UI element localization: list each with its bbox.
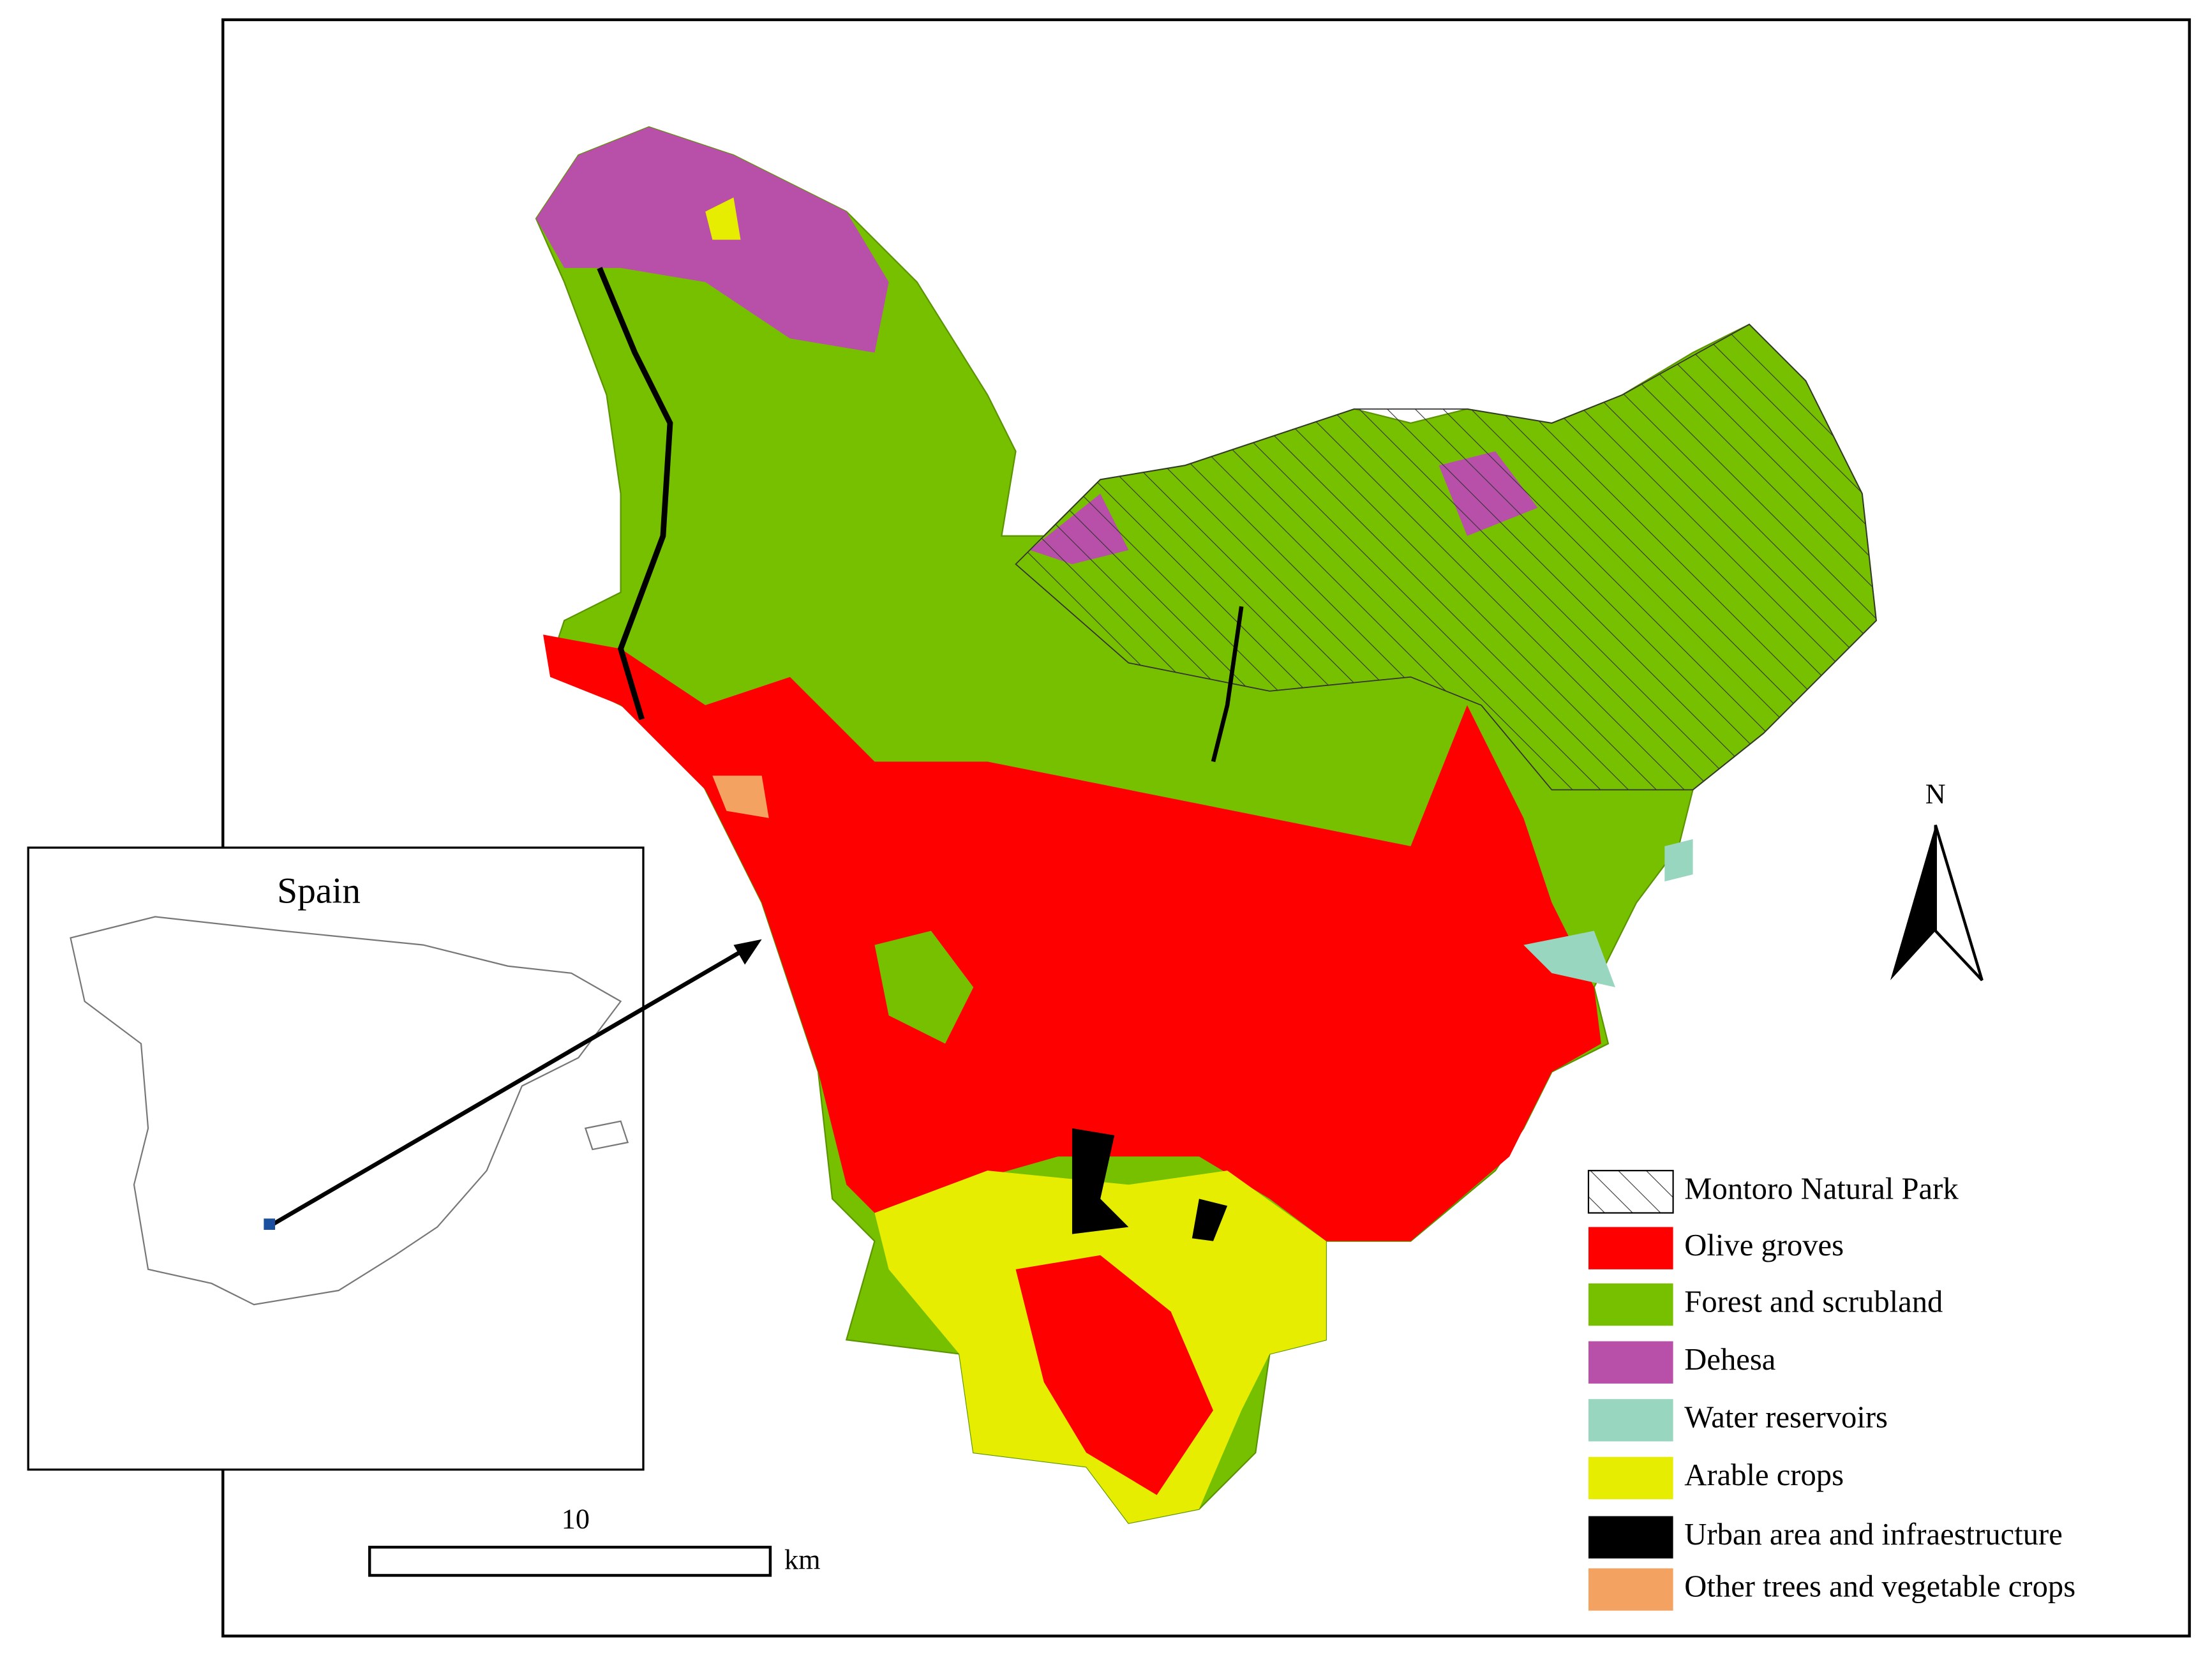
inset-title: Spain — [277, 871, 361, 911]
forest-area — [874, 931, 974, 1044]
water-area — [1523, 931, 1615, 987]
north-arrow-right — [1934, 825, 1984, 982]
locator-arrow — [267, 946, 749, 1229]
other-crops-area — [712, 775, 769, 818]
spain-outline — [70, 916, 622, 1306]
olive-groves-area — [1015, 1255, 1213, 1495]
legend-label: Water reservoirs — [1684, 1400, 1888, 1434]
legend-swatch — [1587, 1170, 1674, 1214]
legend-label: Arable crops — [1684, 1458, 1844, 1492]
arable-area — [705, 197, 741, 240]
inset-frame — [27, 846, 645, 1471]
legend-swatch — [1588, 1516, 1673, 1559]
legend-swatch — [1588, 1568, 1673, 1611]
legend-label: Other trees and vegetable crops — [1684, 1569, 2075, 1604]
scale-bar-rect — [368, 1546, 772, 1577]
north-arrow: N — [1890, 779, 1984, 982]
north-label: N — [1925, 779, 1946, 810]
legend-swatch — [1588, 1399, 1673, 1442]
locator-mark — [264, 1218, 276, 1230]
urban-line — [1211, 606, 1244, 763]
land-use-map — [535, 126, 1878, 1524]
legend-swatch — [1588, 1227, 1673, 1269]
north-arrow-left — [1890, 825, 1936, 980]
scale-label: 10 — [562, 1504, 590, 1535]
legend-swatch — [1588, 1283, 1673, 1326]
scale-bar: 10 km — [368, 1504, 820, 1577]
scale-unit: km — [784, 1544, 820, 1576]
legend-box — [1577, 1159, 2181, 1625]
olive-groves-area — [543, 634, 1601, 1241]
legend: Montoro Natural Park Olive groves Forest a… — [1577, 1159, 2181, 1625]
legend-label: Forest and scrubland — [1684, 1284, 1943, 1319]
legend-swatch — [1588, 1456, 1673, 1500]
legend-label: Montoro Natural Park — [1684, 1171, 1959, 1206]
water-area — [1664, 839, 1693, 882]
legend-label: Dehesa — [1684, 1342, 1775, 1377]
legend-label: Urban area and infraestructure — [1684, 1517, 2063, 1552]
legend-label: Olive groves — [1684, 1228, 1844, 1262]
locator-arrowhead — [733, 939, 762, 965]
urban-area — [1072, 1128, 1129, 1234]
legend-swatch — [1588, 1341, 1673, 1384]
island-outline — [584, 1120, 629, 1151]
urban-line — [597, 267, 673, 721]
urban-area — [1192, 1199, 1228, 1241]
inset: Spain — [27, 846, 762, 1471]
